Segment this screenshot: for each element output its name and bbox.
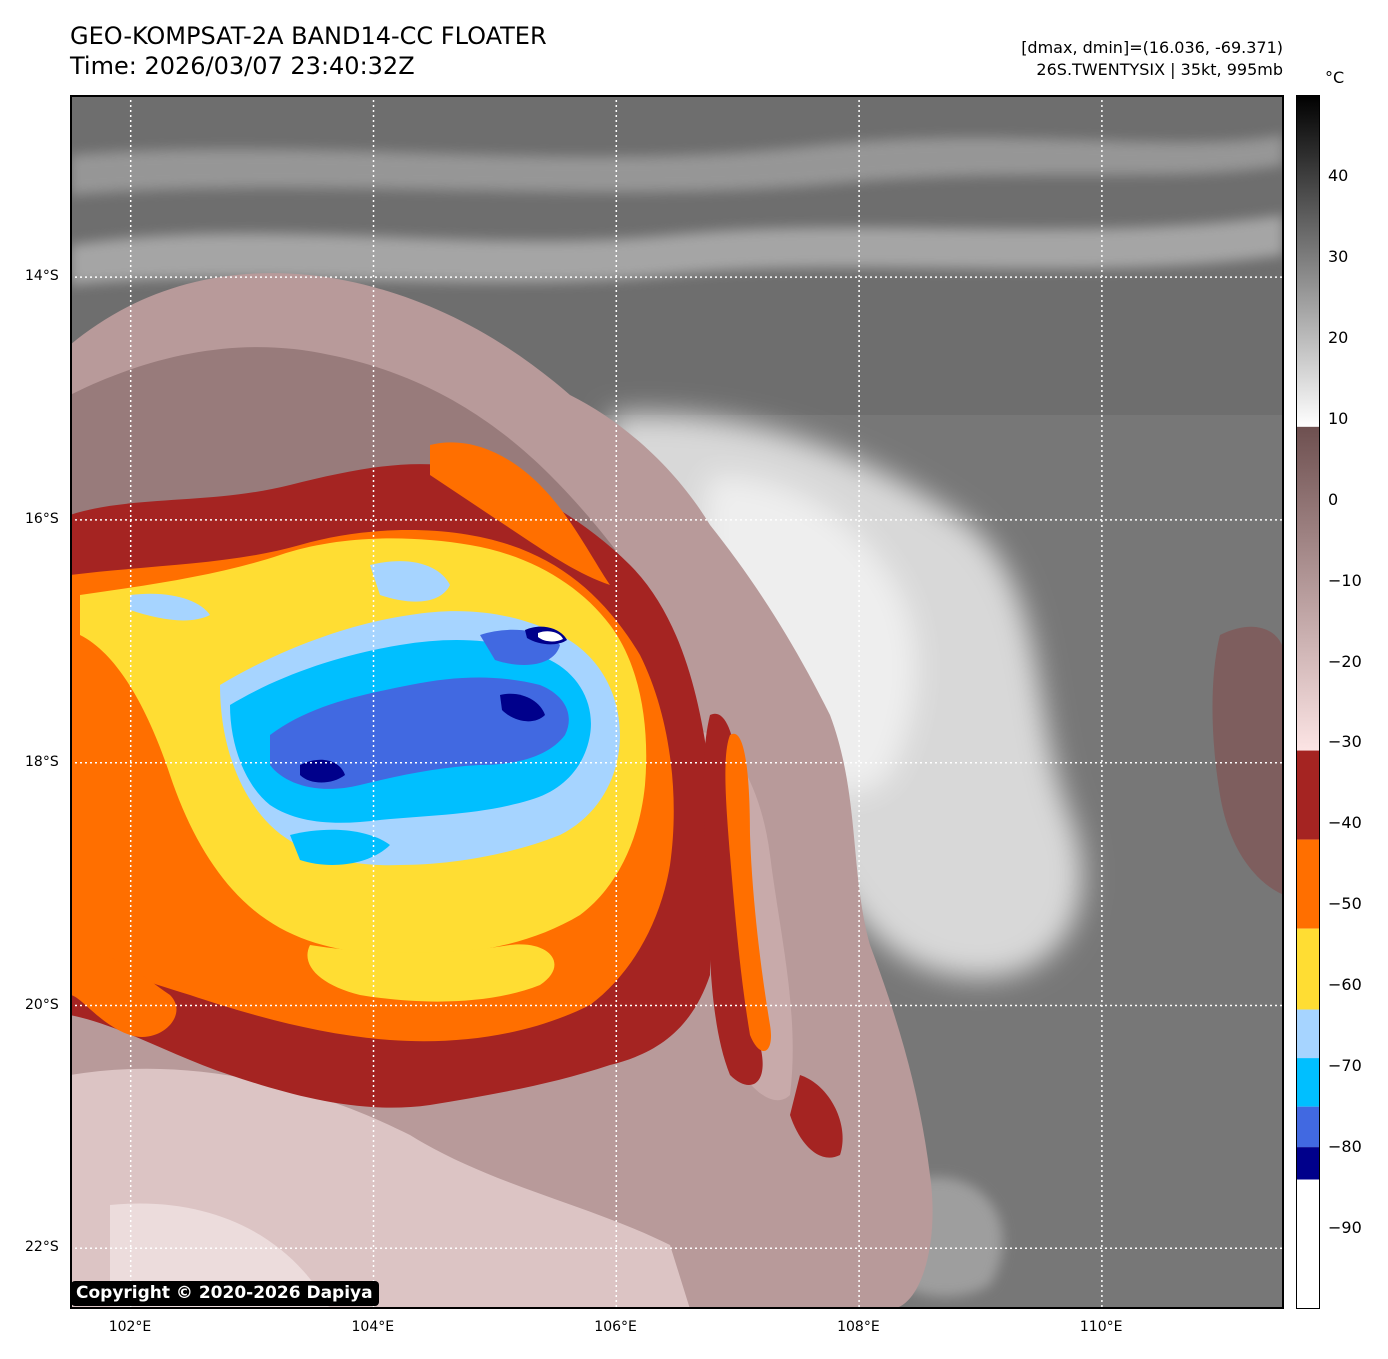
cold-cloud-tops-darkblue <box>500 693 545 722</box>
colorbar-tick-label: −80 <box>1328 1137 1362 1157</box>
lat-tick-label: 14°S <box>25 268 59 285</box>
colorbar-segment <box>1296 1009 1320 1059</box>
colorbar-tick-label: 0 <box>1328 489 1339 509</box>
colorbar-unit: °C <box>1325 68 1345 87</box>
title-line-1: GEO-KOMPSAT-2A BAND14-CC FLOATER <box>70 22 547 50</box>
colorbar-segment <box>1296 426 1320 751</box>
colorbar-segment <box>1296 750 1320 840</box>
colorbar-tick-label: −20 <box>1328 651 1362 671</box>
lon-tick-label: 106°E <box>594 1319 637 1335</box>
lon-tick-label: 110°E <box>1079 1319 1123 1335</box>
lat-tick-label: 22°S <box>25 1239 59 1256</box>
colorbar-tick-label: −50 <box>1328 894 1362 914</box>
satellite-image <box>70 95 1284 1309</box>
colorbar-segment <box>1296 1058 1320 1107</box>
lon-tick-label: 108°E <box>837 1319 880 1335</box>
colorbar-tick-label: −60 <box>1328 975 1362 995</box>
colorbar-segment <box>1296 839 1320 929</box>
colorbar <box>1296 95 1320 1309</box>
colorbar-segment <box>1296 928 1320 1010</box>
colorbar-segment <box>1296 1106 1320 1148</box>
colorbar-segment <box>1296 1147 1320 1180</box>
lat-tick-label: 18°S <box>25 753 59 770</box>
colorbar-tick-label: −10 <box>1328 570 1362 590</box>
map-frame <box>70 95 1284 1309</box>
coldest-pocket <box>538 631 563 642</box>
copyright-label: Copyright © 2020-2026 Dapiya <box>71 1281 379 1306</box>
colorbar-tick-label: 20 <box>1328 327 1349 347</box>
graticule <box>70 95 1284 1309</box>
colorbar-segment <box>1296 1179 1320 1309</box>
info-storm: 26S.TWENTYSIX | 35kt, 995mb <box>1036 60 1283 79</box>
colorbar-tick-label: −30 <box>1328 732 1362 752</box>
colorbar-tick-label: −90 <box>1328 1218 1362 1238</box>
colorbar-frame <box>1296 95 1320 1309</box>
colorbar-tick-label: 10 <box>1328 408 1349 428</box>
info-dmax-dmin: [dmax, dmin]=(16.036, -69.371) <box>1021 38 1283 57</box>
title-line-2: Time: 2026/03/07 23:40:32Z <box>70 52 415 80</box>
lat-tick-label: 16°S <box>25 510 59 527</box>
colorbar-tick-label: −40 <box>1328 813 1362 833</box>
lon-tick-label: 102°E <box>108 1319 152 1335</box>
colorbar-tick-label: 40 <box>1328 165 1349 185</box>
lon-tick-label: 104°E <box>351 1319 395 1335</box>
cold-cloud-tops-royalblue <box>270 677 569 789</box>
lat-tick-label: 20°S <box>25 996 59 1013</box>
colorbar-segment <box>1296 95 1320 427</box>
colorbar-tick-label: 30 <box>1328 246 1349 266</box>
colorbar-tick-label: −70 <box>1328 1056 1362 1076</box>
